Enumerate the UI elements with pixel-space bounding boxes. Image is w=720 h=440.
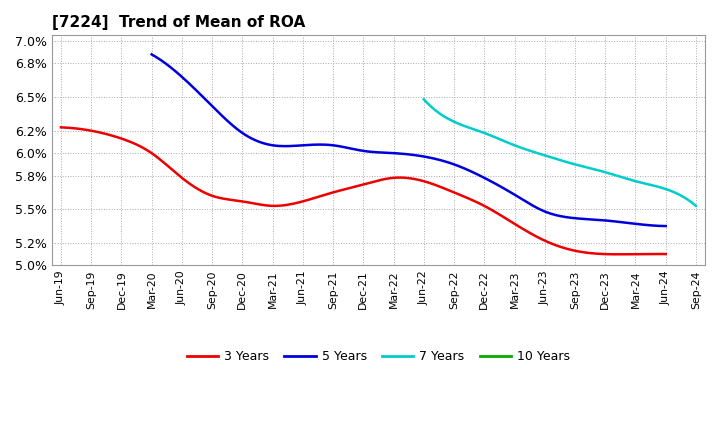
Legend: 3 Years, 5 Years, 7 Years, 10 Years: 3 Years, 5 Years, 7 Years, 10 Years	[182, 345, 575, 368]
Text: [7224]  Trend of Mean of ROA: [7224] Trend of Mean of ROA	[52, 15, 305, 30]
